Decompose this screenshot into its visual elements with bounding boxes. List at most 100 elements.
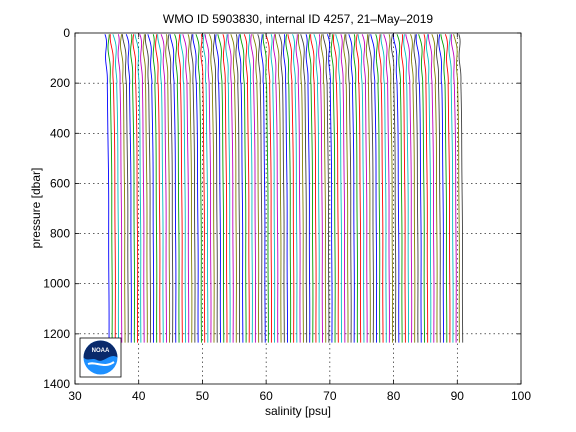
- profile-line: [295, 34, 301, 343]
- x-tick-label: 80: [387, 389, 401, 403]
- profile-line: [368, 34, 374, 343]
- profile-line: [272, 34, 279, 343]
- y-tick-labels: 0 200 400 600 800 1000 1200 1400: [43, 26, 70, 391]
- profile-line: [318, 34, 323, 343]
- profile-line: [440, 34, 448, 343]
- profile-line: [248, 34, 253, 343]
- profile-line: [144, 34, 151, 343]
- profile-line: [215, 34, 221, 343]
- x-axis-label: salinity [psu]: [265, 404, 331, 418]
- profile-line: [117, 34, 123, 343]
- profile-line: [278, 34, 285, 343]
- y-tick-label: 800: [50, 227, 70, 241]
- profile-line: [160, 34, 167, 343]
- profile-line: [104, 34, 110, 343]
- profile-line: [155, 34, 161, 343]
- profile-line: [132, 34, 139, 343]
- profile-line: [260, 34, 266, 343]
- profile-line: [348, 34, 355, 343]
- y-tick-label: 1000: [43, 277, 70, 291]
- profile-line: [370, 34, 378, 343]
- profile-line: [180, 34, 187, 343]
- profile-line: [252, 34, 260, 343]
- profile-lines: [104, 34, 464, 343]
- profile-line: [340, 34, 346, 343]
- y-tick-label: 400: [50, 126, 70, 140]
- profile-line: [400, 34, 406, 343]
- profile-line: [375, 34, 381, 343]
- profile-line: [187, 34, 193, 343]
- x-tick-labels: 30 40 50 60 70 80 90 100: [68, 389, 531, 403]
- x-tick-label: 30: [68, 389, 82, 403]
- profile-line: [458, 34, 464, 343]
- profile-line: [380, 34, 387, 343]
- profile-line: [222, 34, 228, 343]
- y-tick-label: 600: [50, 176, 70, 190]
- plot-frame: [74, 32, 522, 385]
- profile-line: [383, 34, 390, 343]
- noaa-logo-text: NOAA: [92, 348, 110, 354]
- profile-line: [413, 34, 419, 343]
- profile-line: [152, 34, 158, 343]
- profile-line: [142, 34, 148, 343]
- profile-line: [107, 34, 113, 343]
- profile-line: [262, 34, 269, 343]
- x-tick-label: 100: [511, 389, 531, 403]
- profile-line: [322, 34, 330, 343]
- y-tick-label: 0: [63, 26, 70, 40]
- profile-line: [332, 34, 339, 343]
- y-tick-label: 1400: [43, 377, 70, 391]
- profile-line: [274, 34, 282, 343]
- profile-line: [227, 34, 234, 343]
- profile-line: [343, 34, 349, 343]
- profile-line: [300, 34, 308, 343]
- profile-line: [453, 34, 460, 343]
- profile-line: [190, 34, 196, 343]
- profile-line: [182, 34, 190, 343]
- profile-line: [403, 34, 409, 343]
- profile-line: [265, 34, 272, 343]
- profile-line: [212, 34, 218, 343]
- profile-line: [410, 34, 416, 343]
- profile-line: [423, 34, 429, 343]
- profile-line: [444, 34, 451, 343]
- chart-title: WMO ID 5903830, internal ID 4257, 21–May…: [163, 12, 433, 26]
- profile-line: [310, 34, 317, 343]
- profile-line: [313, 34, 320, 343]
- profile-line: [125, 34, 132, 343]
- profile-line: [283, 34, 288, 343]
- profile-line: [120, 34, 126, 343]
- profile-line: [355, 34, 362, 343]
- profile-line: [353, 34, 358, 343]
- noaa-logo-upper-half: [83, 340, 118, 361]
- profile-line: [305, 34, 311, 343]
- profile-line: [134, 34, 142, 343]
- profile-line: [257, 34, 263, 343]
- axis-ticks: [74, 32, 522, 385]
- profile-line: [287, 34, 295, 343]
- profile-line: [157, 34, 164, 343]
- profile-line: [174, 34, 180, 343]
- profile-line: [388, 34, 394, 343]
- profile-line: [250, 34, 256, 343]
- profile-line: [438, 34, 445, 343]
- profile-line: [237, 34, 244, 343]
- profile-line: [392, 34, 400, 343]
- profile-line: [192, 34, 199, 343]
- profile-line: [202, 34, 209, 343]
- profile-line: [390, 34, 397, 343]
- profile-line: [326, 34, 333, 343]
- profile-line: [378, 34, 384, 343]
- profile-line: [270, 34, 276, 343]
- profile-line: [167, 34, 174, 343]
- profile-line: [217, 34, 225, 343]
- profile-line: [239, 34, 247, 343]
- profile-line: [418, 34, 425, 343]
- profile-line: [365, 34, 371, 343]
- profile-line: [112, 34, 119, 343]
- profile-line: [425, 34, 432, 343]
- profile-line: [415, 34, 422, 343]
- profile-line: [204, 34, 212, 343]
- x-tick-label: 50: [196, 389, 210, 403]
